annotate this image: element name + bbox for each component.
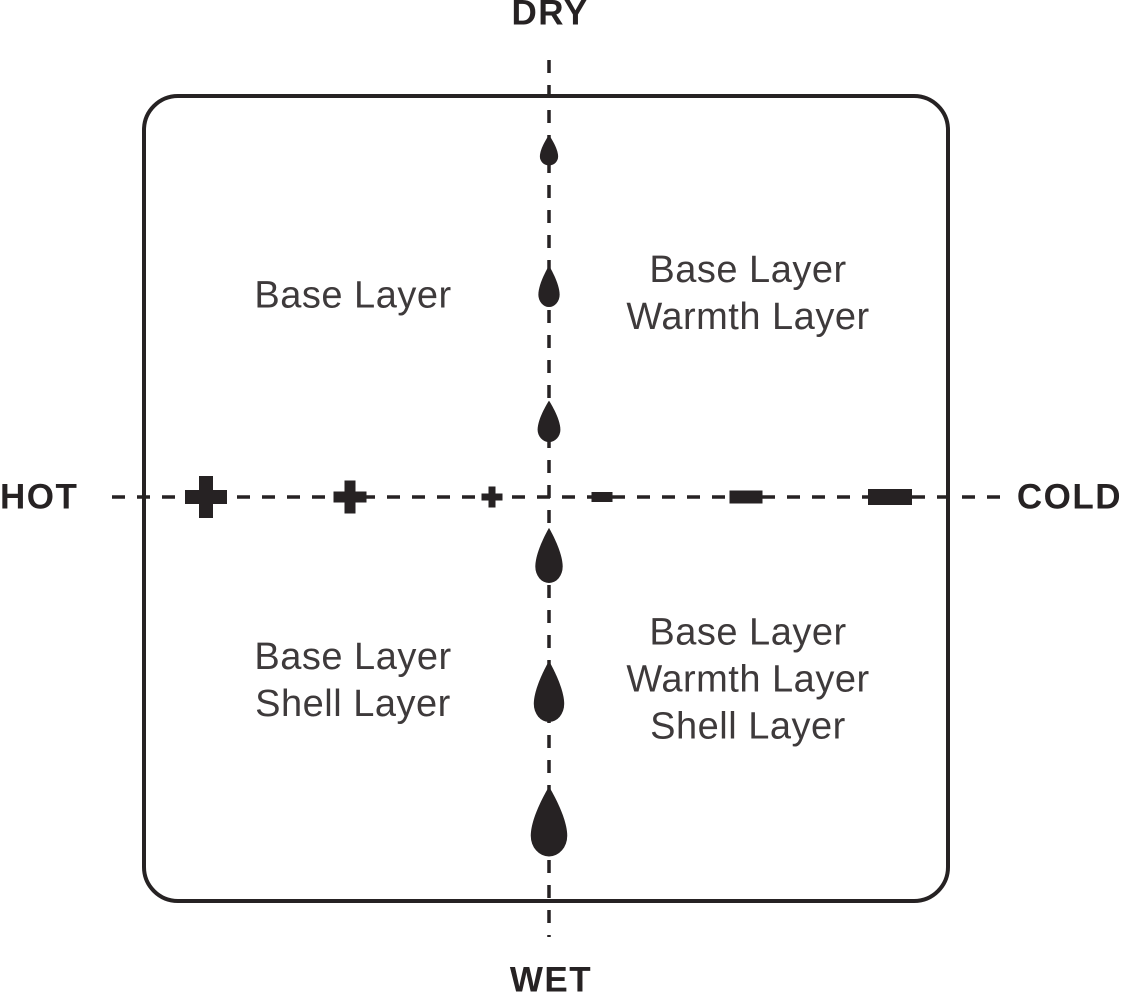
plus-icon-small [481, 486, 503, 508]
water-droplet-icon-6 [525, 786, 573, 857]
axis-label-hot: HOT [0, 477, 79, 517]
plus-icon-medium [333, 480, 367, 514]
water-droplet-icon-5 [529, 660, 569, 722]
water-droplet-icon-4 [531, 527, 567, 583]
quadrant-label-bottom-right: Base Layer Warmth Layer Shell Layer [626, 610, 869, 751]
axis-label-dry: DRY [511, 0, 589, 33]
quadrant-label-bottom-left: Base Layer Shell Layer [254, 634, 451, 728]
quadrant-label-line: Base Layer [254, 274, 452, 317]
quadrant-label-line: Base Layer [649, 249, 847, 291]
quadrant-label-top-left: Base Layer [254, 273, 451, 320]
minus-icon-large [868, 489, 912, 505]
minus-icon-small [591, 492, 613, 502]
quadrant-label-line: Shell Layer [650, 705, 846, 748]
quadrant-label-line: Shell Layer [255, 683, 451, 725]
minus-icon-medium [729, 490, 763, 504]
quadrant-label-line: Base Layer [649, 611, 847, 654]
quadrant-label-line: Warmth Layer [626, 658, 870, 701]
water-droplet-icon-2 [535, 265, 563, 307]
water-droplet-icon-1 [537, 134, 561, 166]
axis-label-cold: COLD [1016, 477, 1122, 517]
quadrant-label-line: Warmth Layer [626, 296, 870, 338]
quadrant-label-line: Base Layer [254, 636, 452, 678]
quadrant-label-top-right: Base Layer Warmth Layer [626, 247, 869, 341]
water-droplet-icon-3 [534, 400, 564, 442]
plus-icon-large [185, 476, 227, 518]
axis-label-wet: WET [509, 960, 593, 994]
